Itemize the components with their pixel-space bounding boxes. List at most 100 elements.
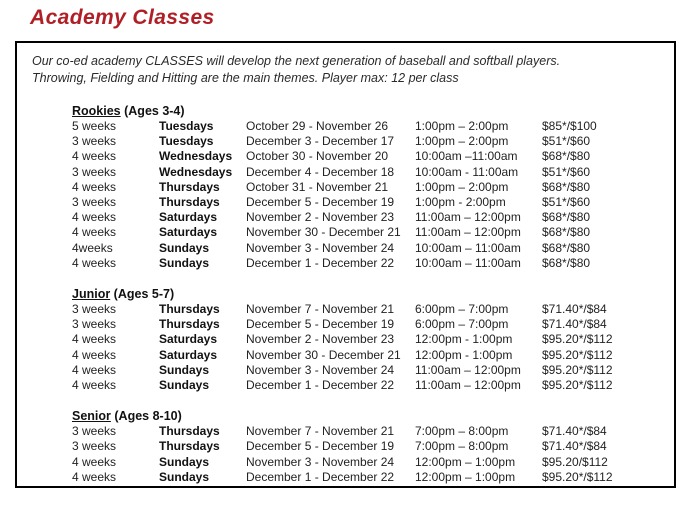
duration-cell: 3 weeks — [72, 317, 117, 332]
dates-cell: November 7 - November 21 — [246, 424, 395, 439]
section-rookies: Rookies (Ages 3-4) 5 weeks Tuesdays October… — [17, 104, 674, 271]
dates-cell: November 3 - November 24 — [246, 454, 395, 469]
class-row: 3 weeks Thursdays December 5 - December 19… — [17, 439, 674, 454]
day-cell: Thursdays — [159, 195, 220, 210]
section-ages: (Ages 8-10) — [110, 409, 182, 424]
class-row: 4 weeks Wednesdays October 30 - November 2… — [17, 149, 674, 164]
class-row: 3 weeks Tuesdays December 3 - December 17 1… — [17, 134, 674, 149]
section-header: Senior (Ages 8-10) — [17, 409, 674, 424]
class-row: 3 weeks Thursdays December 5 - December 19… — [17, 195, 674, 210]
class-row: 4 weeks Saturdays November 2 - November 23… — [17, 210, 674, 225]
duration-cell: 3 weeks — [72, 424, 117, 439]
price-cell: $68*/$80 — [542, 225, 591, 240]
dates-cell: December 1 - December 22 — [246, 255, 395, 270]
price-cell: $71.40*/$84 — [542, 302, 607, 317]
duration-cell: 4 weeks — [72, 378, 117, 393]
section-ages: (Ages 3-4) — [120, 104, 185, 118]
day-cell: Saturdays — [159, 225, 218, 240]
duration-cell: 4 weeks — [72, 362, 117, 377]
class-row: 4 weeks Sundays November 3 - November 24 12… — [17, 455, 674, 470]
section-header: Rookies (Ages 3-4) — [17, 104, 674, 119]
duration-cell: 3 weeks — [72, 134, 117, 149]
intro-text: Our co-ed academy CLASSES will develop t… — [32, 53, 674, 87]
dates-cell: November 30 - December 21 — [246, 347, 401, 362]
time-cell: 1:00pm - 2:00pm — [415, 195, 506, 210]
duration-cell: 5 weeks — [72, 119, 117, 133]
time-cell: 10:00am - 11:00am — [415, 164, 519, 179]
class-row: 4 weeks Thursdays October 31 - November 21… — [17, 180, 674, 195]
dates-cell: October 29 - November 26 — [246, 119, 389, 133]
day-cell: Sundays — [159, 454, 210, 469]
dates-cell: November 7 - November 21 — [246, 302, 395, 317]
dates-cell: November 30 - December 21 — [246, 225, 401, 240]
time-cell: 12:00pm – 1:00pm — [415, 469, 516, 484]
duration-cell: 3 weeks — [72, 195, 117, 210]
price-cell: $71.40*/$84 — [542, 317, 607, 332]
price-cell: $68*/$80 — [542, 179, 591, 194]
day-cell: Saturdays — [159, 332, 218, 347]
dates-cell: December 5 - December 19 — [246, 317, 395, 332]
time-cell: 7:00pm – 8:00pm — [415, 439, 509, 454]
price-cell: $51*/$60 — [542, 195, 591, 210]
day-cell: Sundays — [159, 378, 210, 393]
time-cell: 7:00pm – 8:00pm — [415, 424, 509, 439]
dates-cell: November 3 - November 24 — [246, 362, 395, 377]
day-cell: Thursdays — [159, 302, 220, 317]
intro-line-2: Throwing, Fielding and Hitting are the m… — [32, 71, 459, 85]
day-cell: Saturdays — [159, 210, 218, 225]
duration-cell: 4 weeks — [72, 469, 117, 484]
time-cell: 1:00pm – 2:00pm — [415, 134, 509, 149]
price-cell: $95.20*/$112 — [542, 378, 613, 393]
day-cell: Tuesdays — [159, 134, 214, 149]
dates-cell: December 5 - December 19 — [246, 439, 395, 454]
price-cell: $95.20/$112 — [542, 454, 608, 469]
duration-cell: 4 weeks — [72, 454, 117, 469]
section-ages: (Ages 5-7) — [110, 287, 175, 302]
duration-cell: 4 weeks — [72, 149, 117, 164]
day-cell: Wednesdays — [159, 149, 233, 164]
class-row: 4 weeks Saturdays November 30 - December 2… — [17, 225, 674, 240]
day-cell: Wednesdays — [159, 164, 233, 179]
class-row: 4 weeks Sundays December 1 - December 22 12… — [17, 470, 674, 485]
class-row: 3 weeks Thursdays November 7 - November 21… — [17, 302, 674, 317]
time-cell: 11:00am – 12:00pm — [415, 362, 521, 377]
day-cell: Sundays — [159, 469, 210, 484]
dates-cell: October 31 - November 21 — [246, 179, 389, 194]
price-cell: $95.20*/$112 — [542, 469, 613, 484]
section-name: Junior — [72, 287, 111, 302]
class-row: 5 weeks Tuesdays October 29 - November 26 1… — [17, 119, 674, 134]
day-cell: Tuesdays — [159, 119, 214, 133]
time-cell: 10:00am – 11:00am — [415, 240, 521, 255]
day-cell: Thursdays — [159, 179, 220, 194]
price-cell: $95.20*/$112 — [542, 347, 613, 362]
price-cell: $68*/$80 — [542, 240, 591, 255]
intro-line-1: Our co-ed academy CLASSES will develop t… — [32, 54, 561, 68]
class-row: 3 weeks Wednesdays December 4 - December 1… — [17, 165, 674, 180]
time-cell: 11:00am – 12:00pm — [415, 225, 521, 240]
class-row: 4weeks Sundays November 3 - November 24 10:… — [17, 241, 674, 256]
class-row: 4 weeks Saturdays November 2 - November 23… — [17, 332, 674, 347]
duration-cell: 4 weeks — [72, 179, 117, 194]
page-title: Academy Classes — [30, 6, 215, 29]
dates-cell: November 2 - November 23 — [246, 210, 395, 225]
dates-cell: December 1 - December 22 — [246, 378, 395, 393]
time-cell: 11:00am – 12:00pm — [415, 210, 521, 225]
price-cell: $68*/$80 — [542, 149, 591, 164]
price-cell: $51*/$60 — [542, 164, 591, 179]
time-cell: 12:00pm - 1:00pm — [415, 332, 513, 347]
time-cell: 10:00am – 11:00am — [415, 255, 521, 270]
time-cell: 6:00pm – 7:00pm — [415, 317, 509, 332]
duration-cell: 3 weeks — [72, 439, 117, 454]
day-cell: Sundays — [159, 362, 210, 377]
section-header: Junior (Ages 5-7) — [17, 287, 674, 302]
section-senior: Senior (Ages 8-10) 3 weeks Thursdays Novemb… — [17, 409, 674, 485]
duration-cell: 4 weeks — [72, 225, 117, 240]
price-cell: $68*/$80 — [542, 210, 591, 225]
dates-cell: November 3 - November 24 — [246, 240, 395, 255]
class-row: 4 weeks Sundays December 1 - December 22 11… — [17, 378, 674, 393]
day-cell: Thursdays — [159, 424, 220, 439]
duration-cell: 3 weeks — [72, 164, 117, 179]
day-cell: Sundays — [159, 255, 210, 270]
duration-cell: 4 weeks — [72, 332, 117, 347]
